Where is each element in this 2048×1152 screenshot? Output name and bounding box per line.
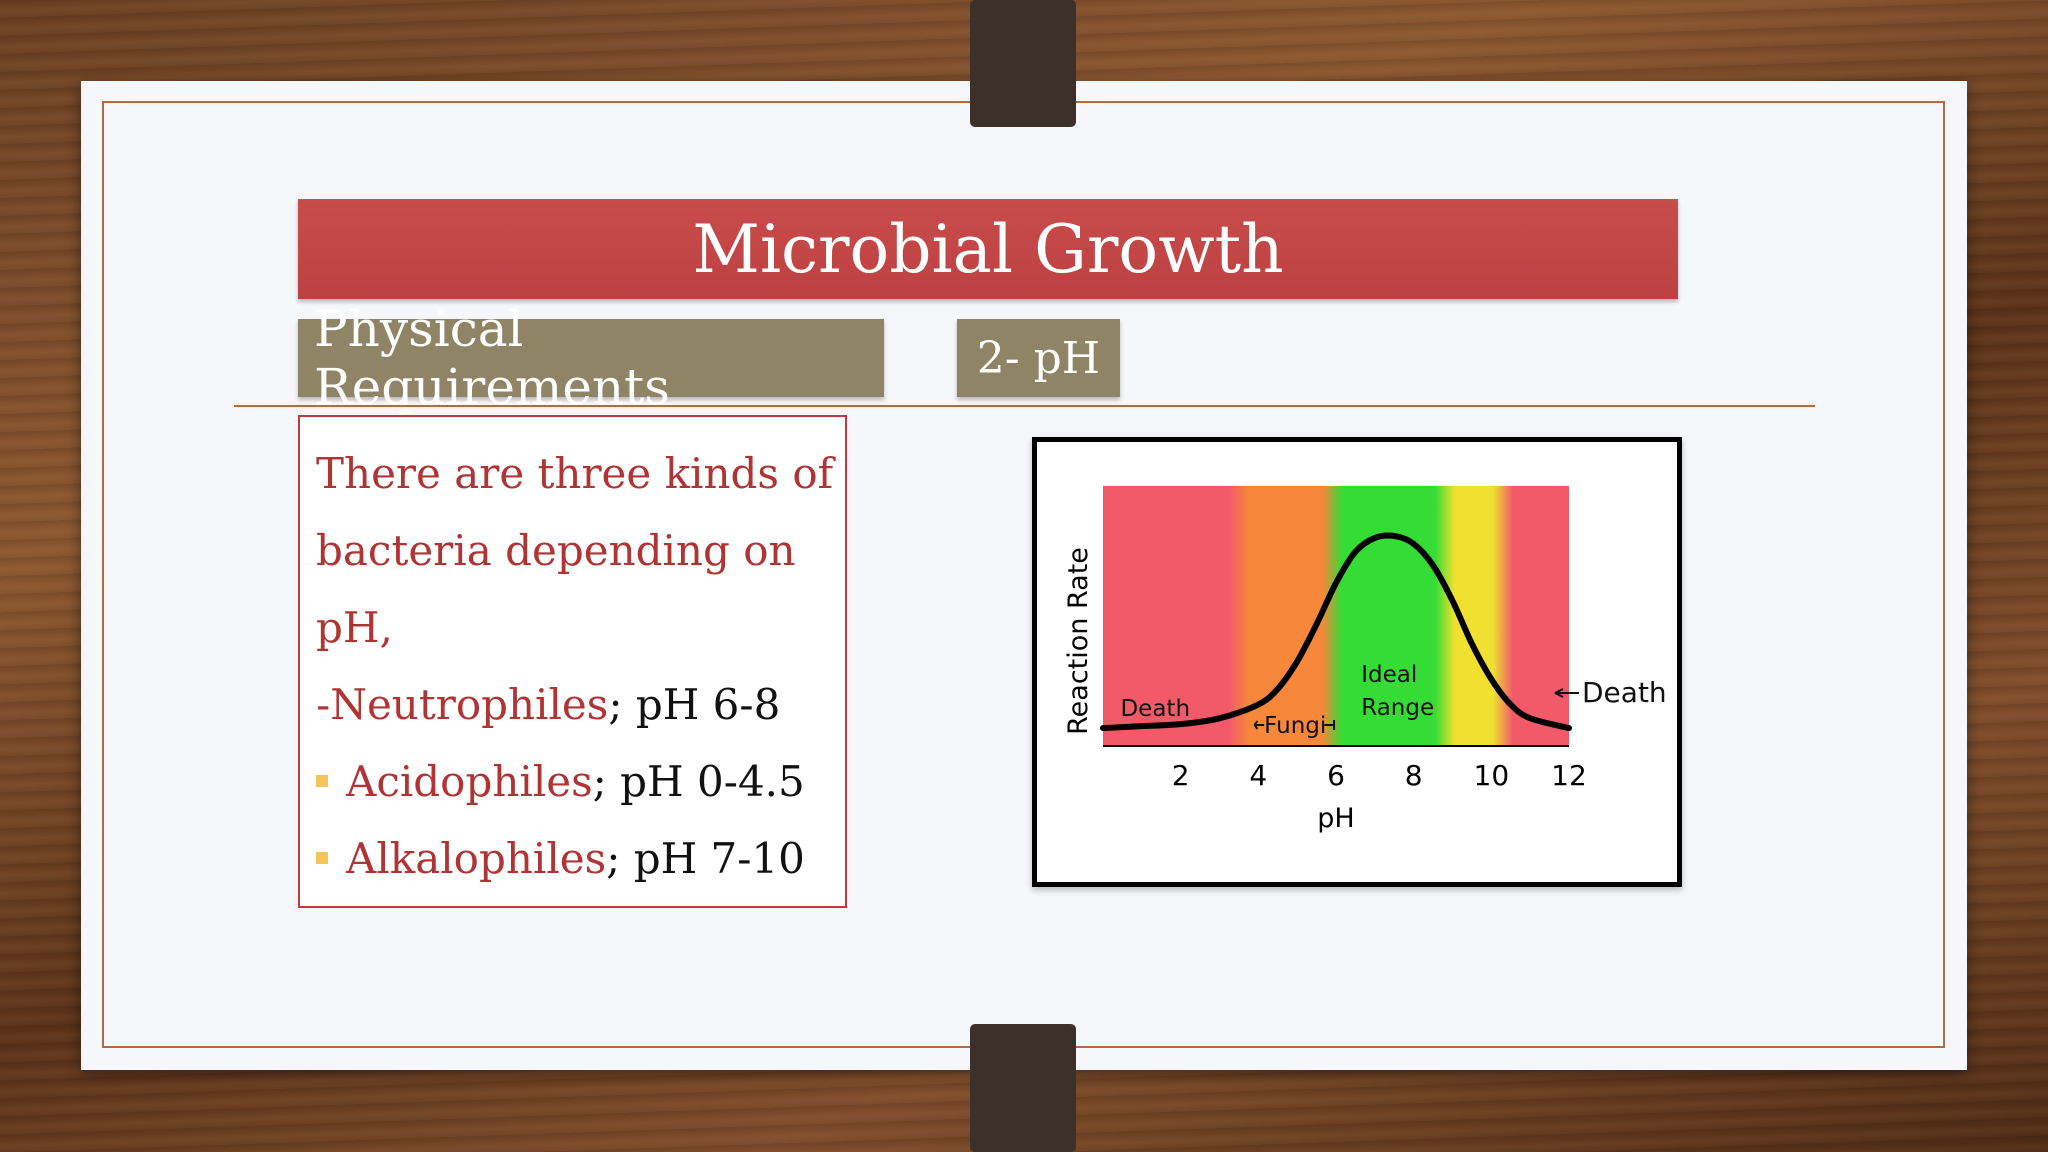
x-tick-label: 4 xyxy=(1249,759,1267,792)
item-name: Alkalophiles xyxy=(346,834,607,883)
annotation-range: Range xyxy=(1361,695,1434,721)
bullet-icon xyxy=(316,852,328,864)
annotation-ideal: Ideal xyxy=(1361,662,1417,688)
arrow-line xyxy=(1554,688,1564,694)
binder-clip-bottom xyxy=(970,1024,1076,1152)
item-range: ; pH 7-10 xyxy=(606,834,805,883)
list-item-neutrophiles: -Neutrophiles; pH 6-8 xyxy=(316,666,845,743)
x-tick-label: 8 xyxy=(1405,759,1423,792)
annotation-death-left: Death xyxy=(1120,696,1190,722)
item-name: Acidophiles xyxy=(346,757,593,806)
intro-line: pH, xyxy=(316,603,393,652)
body-text-box: There are three kinds of bacteria depend… xyxy=(298,415,847,908)
section-text: 2- pH xyxy=(976,332,1101,384)
ph-color-bands xyxy=(1103,486,1569,746)
divider-line xyxy=(234,405,1815,407)
item-range: ; pH 0-4.5 xyxy=(592,757,805,806)
y-axis-label: Reaction Rate xyxy=(1063,547,1094,735)
slide-title: Microbial Growth xyxy=(692,210,1284,288)
intro-line: There are three kinds of xyxy=(316,449,834,498)
binder-clip-top xyxy=(970,0,1076,127)
item-prefix: - xyxy=(316,680,331,729)
x-tick-label: 6 xyxy=(1327,759,1345,792)
list-item-alkalophiles: Alkalophiles; pH 7-10 xyxy=(316,820,845,897)
intro-line: bacteria depending on xyxy=(316,526,796,575)
ph-chart: 2 4 6 8 10 12 pH Reaction Rate Death Fungi Id… xyxy=(1063,486,1667,834)
section-box: 2- pH xyxy=(957,319,1120,397)
annotation-fungi: Fungi xyxy=(1264,713,1326,739)
list-item-acidophiles: Acidophiles; pH 0-4.5 xyxy=(316,743,845,820)
subtitle-box: Physical Requirements xyxy=(298,300,884,416)
item-name: Neutrophiles xyxy=(330,680,609,729)
slide-title-banner: Microbial Growth xyxy=(298,199,1678,299)
x-tick-label: 2 xyxy=(1172,759,1190,792)
x-tick-label: 10 xyxy=(1474,759,1510,792)
annotation-death-right: Death xyxy=(1582,676,1667,709)
item-range: ; pH 6-8 xyxy=(608,680,781,729)
arrow-line xyxy=(1253,720,1259,726)
subtitle-text: Physical Requirements xyxy=(314,300,670,416)
bullet-icon xyxy=(316,775,328,787)
x-axis-label: pH xyxy=(1317,803,1354,834)
annotation-arrows xyxy=(1253,688,1579,730)
ph-chart-frame: 2 4 6 8 10 12 pH Reaction Rate Death Fungi Id… xyxy=(1032,437,1682,887)
arrow-line xyxy=(1253,724,1259,730)
x-tick-label: 12 xyxy=(1551,759,1587,792)
reaction-rate-curve xyxy=(1100,532,1572,732)
arrow-line xyxy=(1554,692,1564,698)
